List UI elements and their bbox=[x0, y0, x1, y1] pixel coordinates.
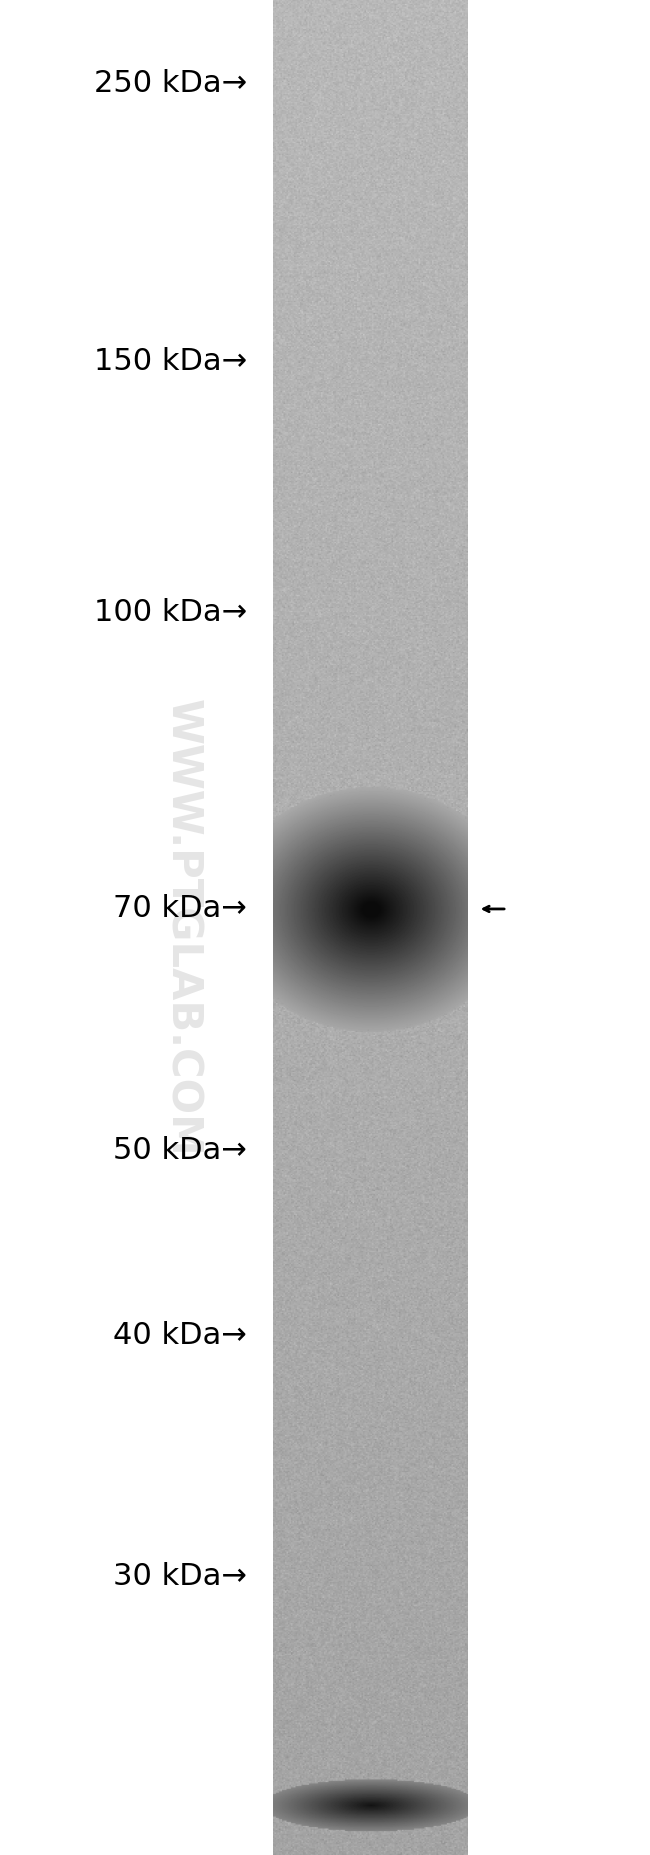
Text: WWW.PTGLAB.COM: WWW.PTGLAB.COM bbox=[161, 699, 203, 1156]
Text: 50 kDa→: 50 kDa→ bbox=[113, 1135, 247, 1165]
Text: 30 kDa→: 30 kDa→ bbox=[113, 1562, 247, 1592]
Text: 150 kDa→: 150 kDa→ bbox=[94, 347, 247, 377]
Text: 40 kDa→: 40 kDa→ bbox=[113, 1321, 247, 1350]
Text: 70 kDa→: 70 kDa→ bbox=[113, 894, 247, 924]
Text: 100 kDa→: 100 kDa→ bbox=[94, 597, 247, 627]
Text: 250 kDa→: 250 kDa→ bbox=[94, 69, 247, 98]
